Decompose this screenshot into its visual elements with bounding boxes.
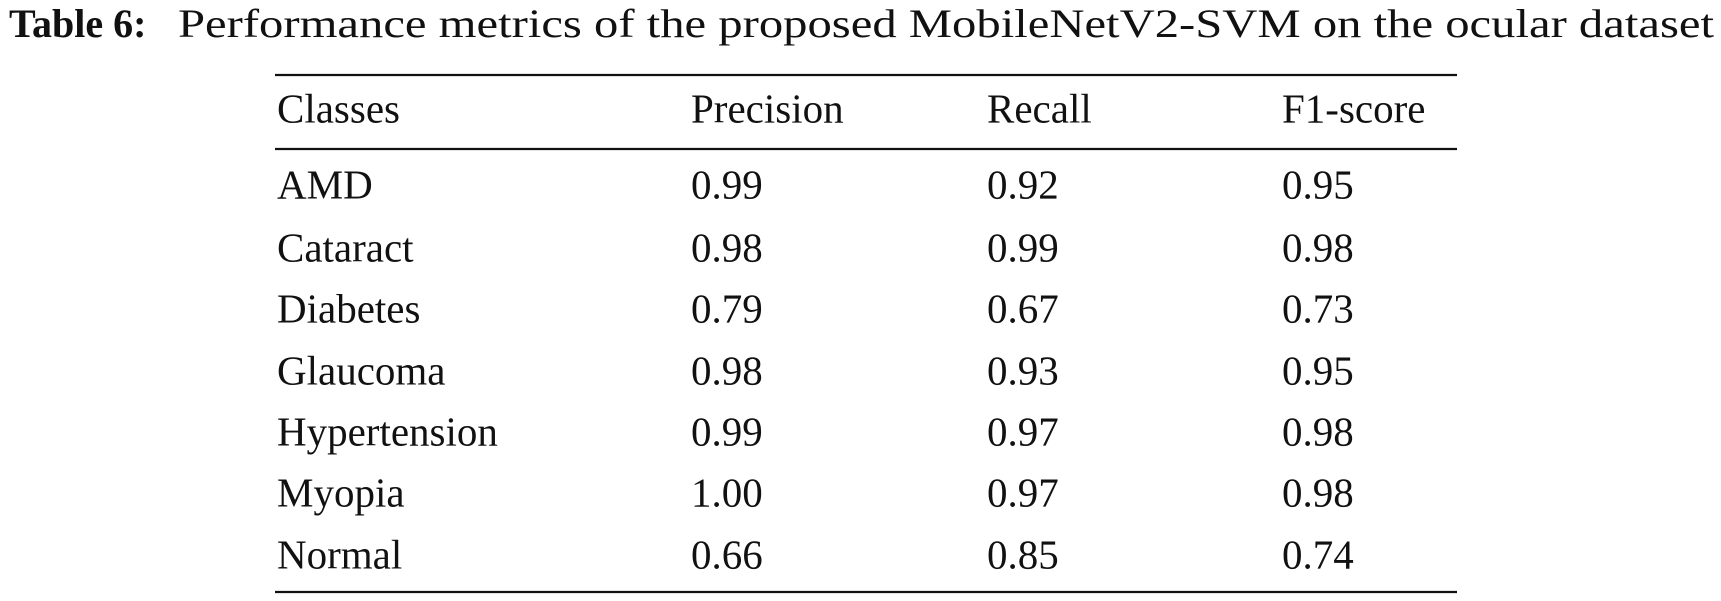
class-cell: AMD (277, 161, 373, 207)
metric-cell: 0.97 (987, 408, 1059, 454)
metric-cell: 0.98 (691, 224, 763, 270)
class-cell: Diabetes (277, 285, 420, 331)
metric-cell: 0.66 (691, 531, 763, 577)
metric-cell: 0.74 (1282, 531, 1354, 577)
metric-cell: 0.99 (987, 224, 1059, 270)
header-cell: Recall (987, 85, 1092, 131)
metric-cell: 0.99 (691, 161, 763, 207)
caption-text: Performance metrics of the proposed Mobi… (178, 1, 1714, 46)
metric-cell: 1.00 (691, 469, 763, 515)
metric-cell: 0.93 (987, 347, 1059, 393)
class-cell: Normal (277, 531, 402, 577)
metric-cell: 0.98 (1282, 469, 1354, 515)
metric-cell: 0.99 (691, 408, 763, 454)
class-cell: Glaucoma (277, 347, 445, 393)
metric-cell: 0.92 (987, 161, 1059, 207)
metric-cell: 0.98 (1282, 224, 1354, 270)
metric-cell: 0.85 (987, 531, 1059, 577)
header-cell: Precision (691, 85, 844, 131)
header-cell: F1-score (1282, 85, 1425, 131)
header-cell: Classes (277, 85, 400, 131)
metric-cell: 0.67 (987, 285, 1059, 331)
metric-cell: 0.95 (1282, 347, 1354, 393)
metric-cell: 0.98 (691, 347, 763, 393)
metric-cell: 0.79 (691, 285, 763, 331)
metric-cell: 0.95 (1282, 161, 1354, 207)
caption-label: Table 6: (9, 1, 146, 46)
class-cell: Hypertension (277, 408, 498, 454)
metric-cell: 0.73 (1282, 285, 1354, 331)
class-cell: Cataract (277, 224, 414, 270)
metric-cell: 0.98 (1282, 408, 1354, 454)
class-cell: Myopia (277, 469, 405, 515)
metric-cell: 0.97 (987, 469, 1059, 515)
